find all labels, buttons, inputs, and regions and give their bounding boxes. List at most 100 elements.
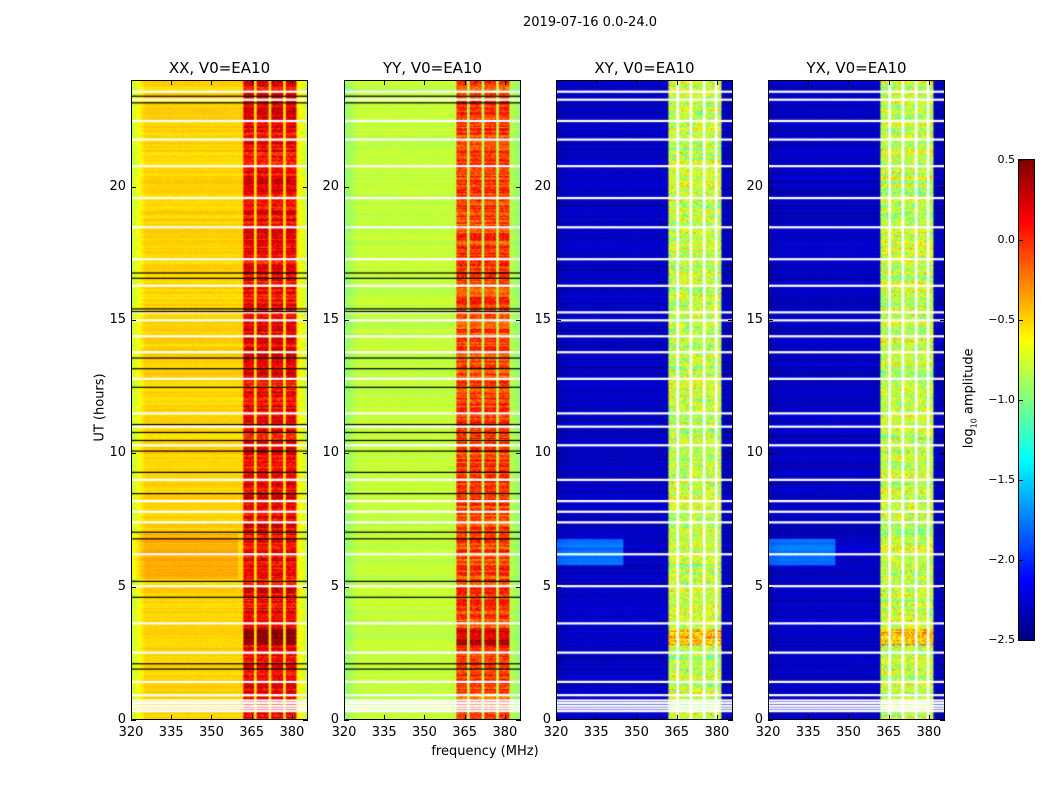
y-tick-label: 15 xyxy=(534,312,551,327)
y-tick-label: 10 xyxy=(746,445,763,461)
y-tick-mark xyxy=(131,720,136,721)
x-tick-mark xyxy=(171,715,173,720)
y-tick-mark-right xyxy=(516,186,521,188)
x-tick-mark-top xyxy=(928,80,930,85)
y-tick-mark xyxy=(131,186,136,188)
y-tick-mark-right xyxy=(303,320,308,321)
x-tick-mark xyxy=(768,715,769,720)
y-tick-label: 20 xyxy=(534,178,551,194)
y-tick-label: 10 xyxy=(534,445,551,461)
y-tick-mark xyxy=(131,453,136,455)
x-tick-label: 350 xyxy=(412,725,437,740)
x-tick-mark xyxy=(888,715,890,720)
x-tick-mark xyxy=(251,715,253,720)
x-tick-mark-top xyxy=(676,80,678,85)
x-tick-mark-top xyxy=(344,80,345,85)
heatmap-panel-yx xyxy=(768,80,945,720)
y-tick-mark xyxy=(768,586,773,588)
y-tick-mark xyxy=(131,586,136,588)
y-tick-mark xyxy=(556,586,561,588)
y-tick-label: 20 xyxy=(746,178,763,194)
x-tick-label: 335 xyxy=(371,725,397,740)
heatmap-panel-yy xyxy=(344,80,521,720)
x-tick-label: 380 xyxy=(916,725,942,740)
x-tick-mark-top xyxy=(291,80,293,85)
x-tick-mark xyxy=(636,715,638,720)
y-tick-mark-right xyxy=(303,453,308,455)
heatmap-image xyxy=(345,81,520,719)
x-tick-label: 350 xyxy=(836,725,861,740)
x-tick-mark xyxy=(131,715,132,720)
y-tick-mark-right xyxy=(516,320,521,321)
x-tick-mark xyxy=(848,715,850,720)
y-tick-mark xyxy=(768,720,773,721)
x-tick-label: 380 xyxy=(279,725,305,740)
y-tick-mark xyxy=(768,453,773,455)
y-tick-label: 0 xyxy=(754,712,763,727)
x-tick-mark xyxy=(344,715,345,720)
colorbar-tick-label: −2.5 xyxy=(988,633,1015,646)
x-tick-mark-top xyxy=(424,80,426,85)
colorbar-label-rest: amplitude xyxy=(961,348,977,419)
y-tick-mark-right xyxy=(728,720,733,721)
y-tick-mark-right xyxy=(940,320,945,321)
y-tick-mark xyxy=(344,453,349,455)
y-tick-mark-right xyxy=(303,720,308,721)
y-tick-label: 15 xyxy=(746,312,763,327)
colorbar-tick-mark xyxy=(1019,320,1023,321)
x-tick-mark-top xyxy=(384,80,386,85)
heatmap-image xyxy=(769,81,944,719)
y-tick-label: 20 xyxy=(109,178,126,194)
y-tick-mark-right xyxy=(940,186,945,188)
x-tick-mark xyxy=(928,715,930,720)
heatmap-image xyxy=(557,81,732,719)
x-tick-label: 335 xyxy=(795,725,821,740)
x-tick-mark xyxy=(211,715,213,720)
x-axis-label: frequency (MHz) xyxy=(431,744,539,759)
x-tick-mark xyxy=(504,715,506,720)
heatmap-image xyxy=(132,81,307,719)
y-tick-mark-right xyxy=(303,586,308,588)
y-tick-mark-right xyxy=(940,720,945,721)
y-tick-mark xyxy=(344,320,349,321)
heatmap-panel-xy xyxy=(556,80,733,720)
colorbar-tick-mark xyxy=(1019,560,1023,561)
x-tick-label: 365 xyxy=(664,725,690,740)
panel-title: YY, V0=EA10 xyxy=(382,59,483,77)
x-tick-mark-top xyxy=(596,80,598,85)
y-tick-mark xyxy=(768,320,773,321)
x-tick-mark-top xyxy=(171,80,173,85)
x-tick-mark-top xyxy=(251,80,253,85)
panel-title: YX, V0=EA10 xyxy=(806,59,907,77)
x-tick-mark xyxy=(556,715,557,720)
x-tick-mark xyxy=(596,715,598,720)
x-tick-mark-top xyxy=(768,80,769,85)
colorbar-tick-mark xyxy=(1019,640,1023,641)
x-tick-mark-top xyxy=(504,80,506,85)
x-tick-label: 380 xyxy=(704,725,730,740)
colorbar-tick-mark xyxy=(1019,160,1023,161)
x-tick-mark xyxy=(384,715,386,720)
x-tick-mark-top xyxy=(808,80,810,85)
colorbar-tick-mark xyxy=(1019,240,1023,241)
y-tick-mark xyxy=(344,186,349,188)
y-tick-mark-right xyxy=(516,586,521,588)
x-tick-mark-top xyxy=(716,80,718,85)
x-tick-mark-top xyxy=(888,80,890,85)
colorbar-tick-label: −0.5 xyxy=(988,313,1015,326)
colorbar xyxy=(1018,159,1035,641)
y-tick-mark xyxy=(344,586,349,588)
x-tick-mark xyxy=(808,715,810,720)
y-tick-label: 5 xyxy=(330,578,339,594)
y-tick-mark-right xyxy=(303,186,308,188)
x-tick-mark-top xyxy=(211,80,213,85)
y-tick-mark-right xyxy=(940,453,945,455)
y-tick-mark-right xyxy=(516,453,521,455)
heatmap-panel-xx xyxy=(131,80,308,720)
x-tick-mark xyxy=(291,715,293,720)
y-tick-mark-right xyxy=(940,586,945,588)
y-tick-label: 0 xyxy=(117,712,126,727)
x-tick-label: 320 xyxy=(118,725,144,740)
y-tick-mark-right xyxy=(728,186,733,188)
y-tick-label: 5 xyxy=(117,578,126,594)
